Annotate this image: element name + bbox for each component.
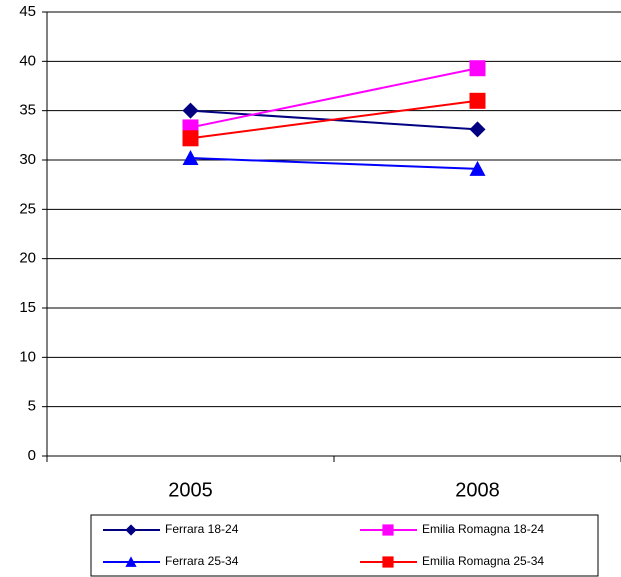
data-point xyxy=(182,130,199,147)
y-tick-label: 40 xyxy=(19,52,36,69)
x-tick-label: 2005 xyxy=(168,479,213,501)
y-tick-label: 15 xyxy=(19,299,36,316)
x-tick-label: 2008 xyxy=(455,479,500,501)
data-point xyxy=(182,150,199,166)
y-tick-label: 35 xyxy=(19,102,36,119)
y-tick-label: 10 xyxy=(19,348,36,365)
series-line xyxy=(190,99,478,140)
legend-marker xyxy=(382,524,394,536)
legend-label: Emilia Romagna 25-34 xyxy=(422,554,544,568)
legend-label: Ferrara 18-24 xyxy=(165,522,239,536)
series-line xyxy=(190,67,478,129)
data-point xyxy=(469,160,486,176)
y-tick-label: 30 xyxy=(19,151,36,168)
data-point xyxy=(182,102,199,119)
data-point xyxy=(469,60,486,77)
legend-label: Emilia Romagna 18-24 xyxy=(422,522,544,536)
y-tick-label: 20 xyxy=(19,250,36,267)
series-line xyxy=(190,157,478,170)
legend-box xyxy=(90,514,599,577)
y-tick-label: 5 xyxy=(28,398,36,415)
y-tick-label: 45 xyxy=(19,3,36,20)
legend-marker xyxy=(125,556,137,567)
legend-marker xyxy=(382,556,394,568)
y-tick-label: 0 xyxy=(28,447,36,464)
data-point xyxy=(469,121,486,138)
y-tick-label: 25 xyxy=(19,200,36,217)
data-point xyxy=(469,92,486,109)
legend-label: Ferrara 25-34 xyxy=(165,554,239,568)
